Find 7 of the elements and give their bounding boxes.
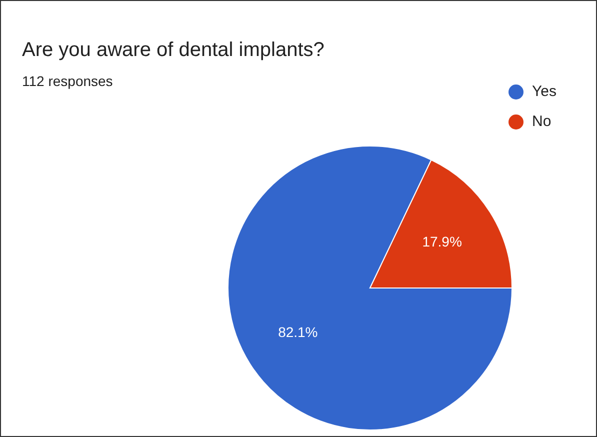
chart-title: Are you aware of dental implants?: [22, 39, 324, 61]
pie-slice: [228, 146, 512, 430]
text: 112 responses: [22, 73, 113, 89]
data-label: 17.9%: [422, 233, 462, 250]
data-label: 82.1%: [278, 324, 318, 340]
legend-label: Yes: [532, 82, 556, 100]
legend-label: No: [532, 112, 552, 130]
